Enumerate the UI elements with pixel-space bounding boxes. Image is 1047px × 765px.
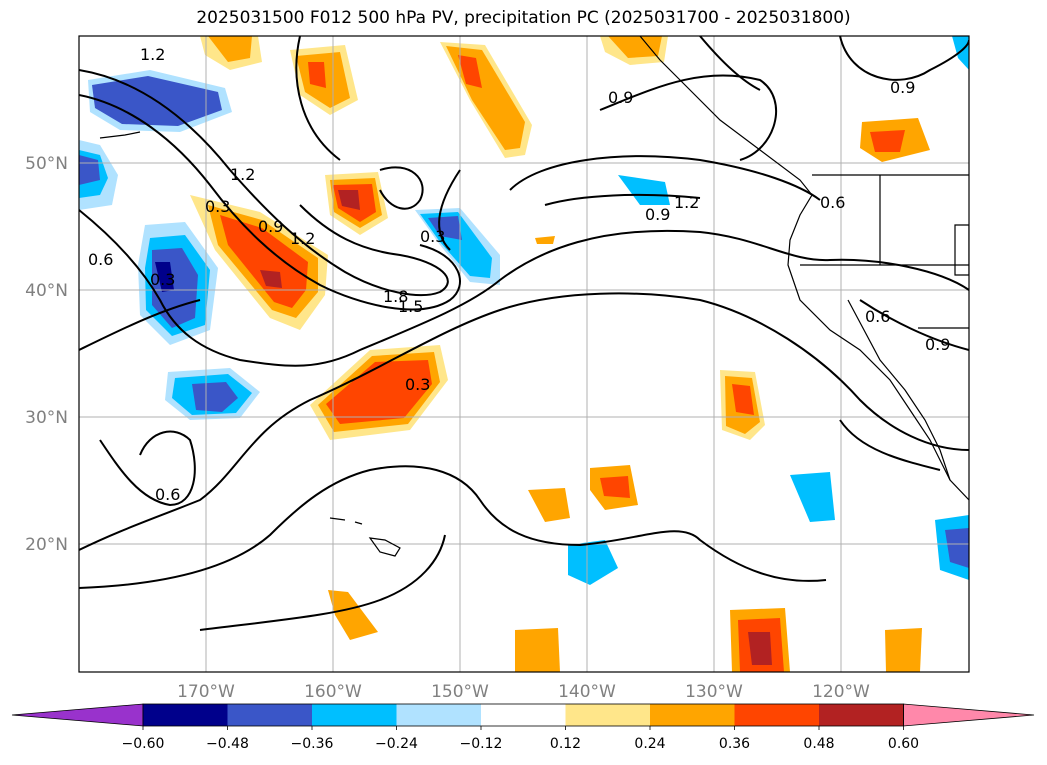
precip-negative-blob xyxy=(618,175,670,205)
precip-positive-blob xyxy=(220,215,308,308)
lat-tick-label: 40°N xyxy=(25,281,68,301)
precip-positive-blob xyxy=(732,384,754,415)
colorbar-tick-label: 0.36 xyxy=(719,736,750,752)
contour-label: 1.5 xyxy=(398,297,423,316)
contour-label: 0.9 xyxy=(890,78,915,97)
colorbar-tick-label: 0.48 xyxy=(803,736,834,752)
colorbar-segment xyxy=(227,704,313,726)
contour-label: 0.9 xyxy=(258,217,283,236)
precip-positive-blob xyxy=(328,590,378,640)
precip-negative-blob xyxy=(192,382,238,412)
colorbar-segment xyxy=(396,704,482,726)
lon-tick-label: 170°W xyxy=(177,682,235,702)
colorbar-tick-label: −0.60 xyxy=(122,736,165,752)
contour-label: 0.9 xyxy=(925,335,950,354)
contour-label: 1.2 xyxy=(290,229,315,248)
lon-tick-labels: 170°W 160°W 150°W 140°W 130°W 120°W xyxy=(177,682,870,702)
precip-negative-blob xyxy=(568,540,618,585)
colorbar-tick-label: 0.24 xyxy=(634,736,665,752)
map-frame xyxy=(78,35,970,673)
precip-positive-blob xyxy=(515,628,560,672)
lat-tick-label: 20°N xyxy=(25,535,68,555)
precip-positive-blob xyxy=(885,628,922,672)
colorbar-tick-label: −0.12 xyxy=(460,736,503,752)
precip-positive-blob xyxy=(748,632,772,665)
colorbar-segment xyxy=(565,704,651,726)
colorbar-tick-label: −0.48 xyxy=(206,736,249,752)
contour-label: 0.3 xyxy=(405,375,430,394)
contour-labels: 1.2 0.9 0.9 1.2 0.3 0.9 1.2 0.3 0.9 1.2 … xyxy=(88,45,950,504)
colorbar-segment xyxy=(312,704,397,726)
colorbar-tick-label: 0.12 xyxy=(550,736,581,752)
precip-positive-blob xyxy=(326,360,432,424)
lat-tick-label: 50°N xyxy=(25,154,68,174)
lon-tick-label: 160°W xyxy=(304,682,362,702)
precip-positive-blob xyxy=(870,130,905,152)
colorbar-segment xyxy=(143,704,228,726)
contour-label: 0.9 xyxy=(608,88,633,107)
precip-positive-blob xyxy=(608,36,662,58)
colorbar-segment xyxy=(481,704,566,726)
contour-label: 0.3 xyxy=(420,227,445,246)
precip-positive-blob xyxy=(535,236,555,244)
colorbar-extend-high xyxy=(903,703,1035,727)
contour-label: 0.3 xyxy=(205,197,230,216)
contour-label: 0.6 xyxy=(865,307,890,326)
colorbar: −0.60 −0.48 −0.36 −0.24 −0.12 0.12 0.24 0.36 0.4… xyxy=(11,703,1035,752)
colorbar-segment xyxy=(819,704,904,726)
contour-label: 1.2 xyxy=(674,193,699,212)
colorbar-extend-low xyxy=(11,703,144,727)
lon-tick-label: 150°W xyxy=(431,682,489,702)
precip-positive-blob xyxy=(528,488,570,522)
colorbar-segment xyxy=(734,704,820,726)
lon-tick-label: 120°W xyxy=(812,682,870,702)
precip-fields xyxy=(79,36,969,672)
contour-label: 0.6 xyxy=(155,485,180,504)
precip-positive-blob xyxy=(600,476,630,498)
lat-tick-labels: 50°N 40°N 30°N 20°N xyxy=(25,154,68,555)
contour-label: 0.3 xyxy=(150,270,175,289)
precip-positive-blob xyxy=(208,36,252,62)
contour-label: 0.9 xyxy=(645,205,670,224)
precip-negative-blob xyxy=(790,472,835,522)
contour-label: 0.6 xyxy=(88,250,113,269)
colorbar-tick-label: 0.60 xyxy=(888,736,919,752)
colorbar-segment xyxy=(650,704,735,726)
colorbar-tick-label: −0.36 xyxy=(291,736,334,752)
contour-label: 1.2 xyxy=(140,45,165,64)
colorbar-frame xyxy=(142,703,904,727)
precip-negative-blob xyxy=(945,528,969,568)
graticule xyxy=(79,36,969,672)
colorbar-tick-label: −0.24 xyxy=(375,736,418,752)
contour-label: 1.8 xyxy=(383,287,408,306)
contour-label: 1.2 xyxy=(230,165,255,184)
coastlines xyxy=(99,36,969,557)
lat-tick-label: 30°N xyxy=(25,408,68,428)
precip-negative-blob xyxy=(952,36,969,70)
contour-label: 0.6 xyxy=(820,193,845,212)
map-title: 2025031500 F012 500 hPa PV, precipitatio… xyxy=(196,8,851,28)
lon-tick-label: 130°W xyxy=(685,682,743,702)
precip-negative-blob xyxy=(155,262,174,292)
precip-positive-blob xyxy=(458,55,482,88)
precip-positive-blob xyxy=(260,270,282,288)
precip-negative-blob xyxy=(428,216,462,240)
precip-positive-blob xyxy=(338,190,360,210)
precip-positive-blob xyxy=(308,62,326,88)
lon-tick-label: 140°W xyxy=(558,682,616,702)
pv-contours xyxy=(79,36,969,631)
